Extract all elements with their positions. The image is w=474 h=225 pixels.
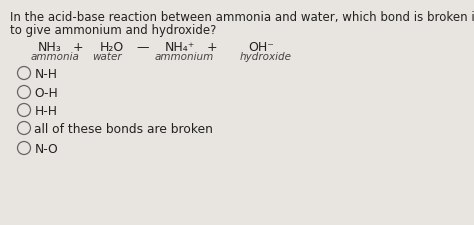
Text: NH₄⁺: NH₄⁺ [165, 41, 195, 54]
Text: hydroxide: hydroxide [240, 52, 292, 62]
Text: all of these bonds are broken: all of these bonds are broken [35, 122, 213, 135]
Text: to give ammonium and hydroxide?: to give ammonium and hydroxide? [10, 24, 216, 37]
Text: H-H: H-H [35, 105, 57, 117]
Text: ammonium: ammonium [155, 52, 214, 62]
Text: —: — [136, 41, 148, 54]
Text: +: + [207, 41, 218, 54]
Text: N-H: N-H [35, 68, 57, 81]
Text: N-O: N-O [35, 142, 58, 155]
Text: water: water [92, 52, 122, 62]
Text: O-H: O-H [35, 87, 58, 99]
Text: NH₃: NH₃ [38, 41, 62, 54]
Text: ammonia: ammonia [31, 52, 80, 62]
Text: +: + [73, 41, 83, 54]
Text: H₂O: H₂O [100, 41, 124, 54]
Text: OH⁻: OH⁻ [248, 41, 274, 54]
Text: In the acid-base reaction between ammonia and water, which bond is broken in ord: In the acid-base reaction between ammoni… [10, 11, 474, 24]
